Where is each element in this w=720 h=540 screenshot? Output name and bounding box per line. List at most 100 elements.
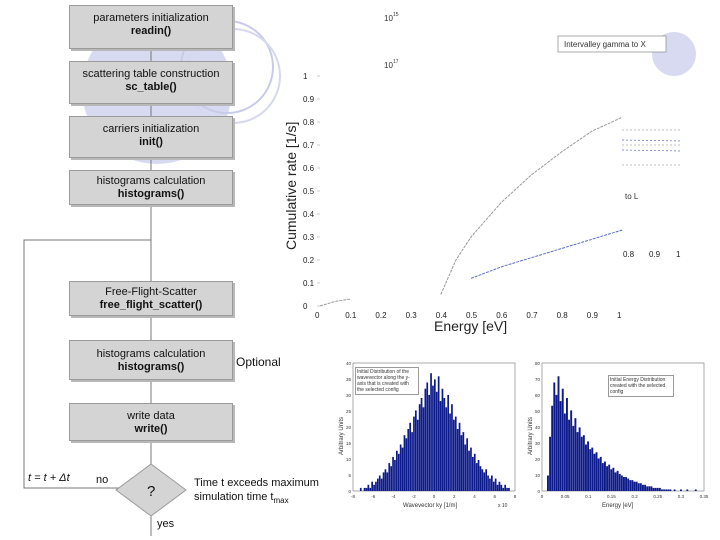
histogram-bar (371, 481, 373, 491)
step-init: carriers initialization init() (69, 116, 233, 158)
y-tick-label: 15 (346, 441, 352, 446)
x-tick-label: 0.3 (678, 494, 685, 499)
histogram-bar (475, 463, 478, 491)
histogram-bar (680, 489, 682, 491)
histogram-bar (504, 484, 506, 491)
histogram-bar (650, 486, 653, 491)
step-function: histograms() (117, 361, 185, 373)
legend-entry-1: Intervalley gamma to X (564, 40, 646, 49)
x-tick-label: 0.5 (466, 311, 478, 320)
histogram-bar (466, 438, 468, 491)
histogram-bar (377, 478, 379, 491)
histogram-bar (481, 469, 484, 491)
x-tick-label: 0.7 (526, 311, 538, 320)
histogram-bar (549, 436, 552, 491)
x-tick-label: 0.9 (587, 311, 599, 320)
y-tick-label: 50 (535, 409, 541, 414)
histogram-bar (633, 481, 636, 491)
histogram-bar (435, 391, 438, 491)
histogram-bar (492, 481, 495, 491)
y-tick-label: 30 (535, 441, 541, 446)
histogram-bar (553, 382, 556, 491)
x-tick-label: 0.3 (406, 311, 418, 320)
histogram-bar (456, 429, 459, 491)
cumulative-rate-chart: Intervalley gamma to X to L 10 15 10 17 … (283, 12, 696, 334)
histogram-bar (409, 422, 411, 491)
y-tick-label: 70 (535, 377, 541, 382)
x-tick-label: 6 (493, 494, 496, 499)
x-tick-label: -4 (391, 494, 395, 499)
histogram-bar (428, 394, 430, 491)
y-tick-label: 0 (537, 489, 540, 494)
histogram-bar (551, 405, 554, 491)
optional-label: Optional (236, 355, 281, 369)
histogram-bar (502, 487, 505, 491)
histogram-bar (614, 472, 617, 491)
histogram-bar (485, 469, 487, 491)
histogram-bar (570, 410, 573, 491)
histogram-bar (563, 413, 566, 491)
condition-subscript: max (273, 496, 289, 506)
y-tick-label: 10 (535, 473, 541, 478)
histogram-bar (606, 466, 609, 491)
x-tick-label: -6 (371, 494, 375, 499)
histogram-bar (673, 489, 676, 491)
histogram-bar (585, 444, 587, 491)
histogram-bar (472, 456, 474, 491)
energy-histogram: Initial Energy Distribution created with… (528, 361, 709, 509)
histogram-bar (453, 419, 455, 491)
y-tick-label: 0.5 (303, 187, 315, 196)
x-axis-label: Wavevector ky [1/m] (403, 503, 457, 509)
histogram-bar (415, 410, 417, 491)
y-tick-label: 10 (346, 457, 352, 462)
y-tick-label: 0.2 (303, 256, 315, 265)
x-tick-label: 0.1 (345, 311, 357, 320)
histogram-note: Initial Energy Distribution created with… (608, 375, 674, 397)
condition-line-2: simulation time t (194, 491, 274, 503)
histogram-bar (686, 489, 689, 491)
y-tick-label: 40 (535, 425, 541, 430)
histogram-bar (597, 458, 600, 491)
histogram-bar (658, 487, 661, 491)
histogram-bar (646, 486, 649, 491)
y-tick-label: 35 (346, 377, 352, 382)
histogram-bar (547, 475, 549, 491)
histogram-bar (566, 398, 568, 491)
histogram-bar (473, 453, 476, 491)
histogram-bar (397, 453, 400, 491)
histogram-bar (386, 472, 389, 491)
condition-line-1: Time t exceeds maximum (194, 477, 319, 489)
inset-x-tick: 0.9 (649, 250, 661, 259)
x-tick-label: 0 (541, 494, 544, 499)
histogram-bar (508, 487, 510, 491)
histogram-bar (420, 398, 423, 491)
y-tick-label: 0.4 (303, 210, 315, 219)
histogram-bar (568, 419, 571, 491)
histogram-bar (576, 432, 579, 491)
y-tick-label: 0.8 (303, 118, 315, 127)
histogram-bar (591, 447, 594, 491)
histogram-bar (489, 478, 491, 491)
legend-line-sample (621, 149, 683, 152)
histogram-bar (407, 429, 410, 491)
histogram-bar (574, 418, 577, 491)
histogram-bar (416, 419, 419, 491)
histogram-bar (426, 382, 429, 491)
y-tick-label: 0.6 (303, 164, 315, 173)
step-free-flight-scatter: Free-Flight-Scatter free_flight_scatter(… (69, 281, 233, 316)
step-function: free_flight_scatter() (99, 299, 203, 311)
histogram-bar (654, 487, 657, 491)
x-tick-label: 0 (433, 494, 436, 499)
annotation-exponent-2: 17 (393, 59, 399, 65)
step-title: write data (127, 410, 175, 422)
x-tick-label: 0.1 (585, 494, 592, 499)
histogram-bar (424, 388, 427, 491)
legend-box-2 (618, 186, 678, 208)
y-tick-label: 30 (346, 393, 352, 398)
histogram-bar (470, 447, 472, 491)
x-tick-label: 0.4 (436, 311, 448, 320)
histogram-bar (656, 487, 659, 491)
annotation-exponent-1: 15 (393, 12, 399, 18)
step-readin: parameters initialization readin() (69, 5, 233, 49)
y-tick-label: 25 (346, 409, 352, 414)
